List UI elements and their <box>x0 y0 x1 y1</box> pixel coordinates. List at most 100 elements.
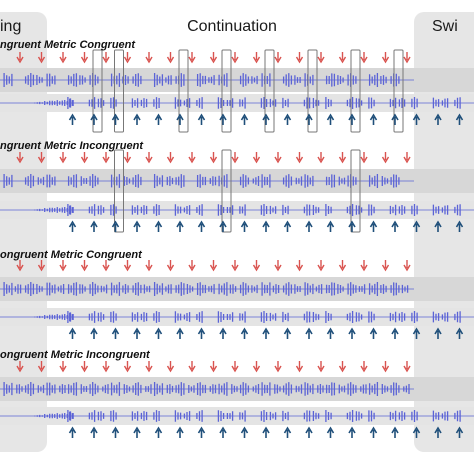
waveform-burst-bottom <box>88 311 96 323</box>
waveform-burst-top <box>59 384 66 394</box>
blue-up-arrow-icon <box>90 220 98 232</box>
waveform-burst-top <box>175 282 185 296</box>
waveform-burst-top <box>175 174 185 188</box>
waveform-burst-bottom <box>239 204 246 216</box>
phase-label-left: ing <box>0 18 21 35</box>
waveform-burst-bottom <box>398 312 406 322</box>
waveform-burst-top <box>24 382 35 396</box>
waveform-burst-bottom <box>325 204 332 216</box>
blue-up-arrow-icon <box>305 220 313 232</box>
waveform-burst-bottom <box>226 98 234 108</box>
waveform-burst-bottom <box>441 411 449 421</box>
condition-title-4: ongruent Metric Incongruent <box>0 349 151 361</box>
waveform-burst-top <box>338 384 346 394</box>
waveform-burst-bottom <box>346 410 354 422</box>
waveform-burst-top <box>294 284 301 294</box>
waveform-burst-top <box>3 282 13 296</box>
red-down-arrow-icon <box>188 152 196 164</box>
beat-box <box>114 149 124 233</box>
red-down-arrow-icon <box>231 152 239 164</box>
waveform-burst-top <box>122 75 129 85</box>
waveform-burst-top <box>153 382 164 396</box>
blue-up-arrow-icon <box>283 327 292 339</box>
red-down-arrow-icon <box>188 361 196 373</box>
red-down-arrow-icon <box>252 152 261 164</box>
waveform-burst-bottom <box>97 411 105 421</box>
red-down-arrow-icon <box>188 260 196 272</box>
blue-up-arrow-icon <box>348 220 356 232</box>
blue-up-arrow-icon <box>348 113 356 125</box>
blue-up-arrow-icon <box>348 327 356 339</box>
waveform-burst-top <box>175 382 185 396</box>
waveform-burst-bottom <box>140 98 148 108</box>
red-down-arrow-icon <box>295 52 304 64</box>
waveform-burst-bottom <box>260 97 268 109</box>
red-down-arrow-icon <box>381 361 390 373</box>
waveform-burst-bottom <box>389 204 397 216</box>
red-down-arrow-icon <box>317 52 325 64</box>
blue-up-arrow-icon <box>391 113 399 125</box>
blue-up-arrow-icon <box>391 220 399 232</box>
waveform-burst-top <box>294 75 301 85</box>
waveform-burst-bottom <box>411 204 418 216</box>
blue-up-arrow-icon <box>68 220 77 232</box>
waveform-ramp <box>69 98 73 108</box>
waveform-burst-top <box>196 282 207 296</box>
waveform-burst-bottom <box>282 97 289 109</box>
waveform-burst-bottom <box>269 98 277 108</box>
waveform-burst-bottom <box>368 204 375 216</box>
waveform-ramp <box>34 102 38 104</box>
waveforms <box>0 73 474 422</box>
waveform-burst-bottom <box>346 204 354 216</box>
blue-up-arrow-icon <box>283 426 292 438</box>
waveform-burst-bottom <box>239 311 246 323</box>
waveform-burst-top <box>381 384 389 394</box>
waveform-burst-bottom <box>441 205 449 215</box>
blue-up-arrow-icon <box>455 113 464 125</box>
phase-label-right: Swi <box>432 18 458 35</box>
waveform-ramp <box>59 413 63 419</box>
waveform-burst-bottom <box>140 205 148 215</box>
blue-up-arrow-icon <box>326 220 335 232</box>
blue-up-arrow-icon <box>369 220 378 232</box>
waveform-burst-top <box>251 75 258 85</box>
waveform-ramp <box>44 101 48 105</box>
blue-up-arrow-icon <box>455 220 464 232</box>
blue-up-arrow-icon <box>219 426 227 438</box>
waveform-burst-top <box>209 176 217 186</box>
waveform-burst-bottom <box>174 311 182 323</box>
blue-up-arrow-icon <box>326 327 335 339</box>
waveform-ramp <box>34 316 38 318</box>
waveform-burst-top <box>368 73 379 87</box>
waveform-burst-bottom <box>110 97 117 109</box>
waveform-burst-top <box>132 382 142 396</box>
waveform-burst-bottom <box>131 411 139 421</box>
waveform-burst-top <box>208 75 215 85</box>
waveform-burst-bottom <box>153 97 160 109</box>
red-down-arrow-icon <box>317 260 325 272</box>
beat-box <box>114 49 124 133</box>
waveform-burst-top <box>46 282 56 296</box>
waveform-burst-bottom <box>217 311 225 323</box>
waveform-burst-top <box>282 382 293 396</box>
red-down-arrow-icon <box>145 52 153 64</box>
waveform-ramp <box>49 314 53 320</box>
waveform-burst-top <box>67 282 78 296</box>
waveform-ramp <box>69 312 73 322</box>
blue-up-arrow-icon <box>240 113 249 125</box>
waveform-burst-top <box>57 284 65 294</box>
red-down-arrow-icon <box>166 52 175 64</box>
waveform-burst-bottom <box>67 311 74 323</box>
blue-up-arrow-icon <box>154 426 163 438</box>
blue-up-arrow-icon <box>455 327 464 339</box>
red-down-arrow-icon <box>123 152 132 164</box>
red-down-arrow-icon <box>209 260 218 272</box>
waveform-burst-top <box>46 174 56 188</box>
red-down-arrow-icon <box>338 152 347 164</box>
waveform-burst-top <box>196 174 207 188</box>
red-down-arrow-icon <box>274 260 282 272</box>
waveform-burst-bottom <box>183 98 191 108</box>
waveform-burst-top <box>166 176 174 186</box>
waveform-burst-top <box>80 176 88 186</box>
